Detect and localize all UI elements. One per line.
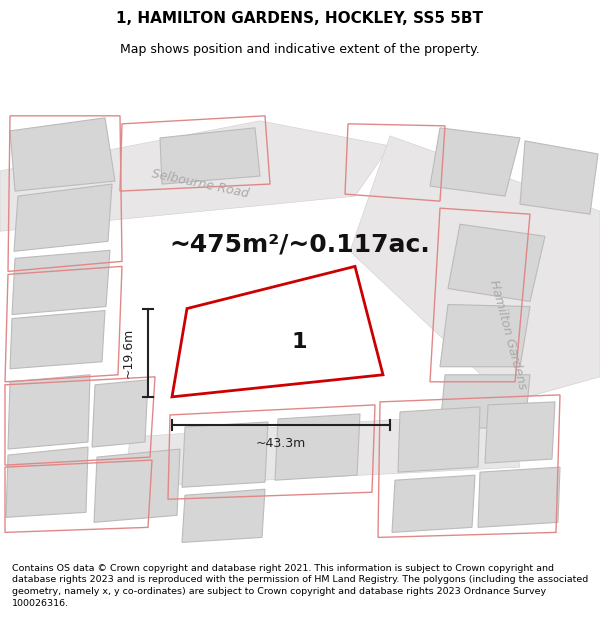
Polygon shape xyxy=(8,375,90,449)
Polygon shape xyxy=(440,304,530,367)
Polygon shape xyxy=(6,447,88,518)
Polygon shape xyxy=(182,489,265,542)
Polygon shape xyxy=(160,128,260,184)
Polygon shape xyxy=(10,311,105,369)
Text: Hamilton Gardens: Hamilton Gardens xyxy=(487,279,529,391)
Polygon shape xyxy=(172,266,383,397)
Text: 1, HAMILTON GARDENS, HOCKLEY, SS5 5BT: 1, HAMILTON GARDENS, HOCKLEY, SS5 5BT xyxy=(116,11,484,26)
Polygon shape xyxy=(0,121,390,231)
Polygon shape xyxy=(12,251,110,314)
Polygon shape xyxy=(520,141,598,214)
Polygon shape xyxy=(125,412,520,488)
Polygon shape xyxy=(94,449,180,522)
Text: ~19.6m: ~19.6m xyxy=(121,328,134,378)
Text: ~43.3m: ~43.3m xyxy=(256,436,306,449)
Text: Map shows position and indicative extent of the property.: Map shows position and indicative extent… xyxy=(120,42,480,56)
Polygon shape xyxy=(398,407,480,472)
Text: Contains OS data © Crown copyright and database right 2021. This information is : Contains OS data © Crown copyright and d… xyxy=(12,564,588,608)
Polygon shape xyxy=(350,136,600,402)
Polygon shape xyxy=(10,118,115,191)
Polygon shape xyxy=(92,380,148,447)
Polygon shape xyxy=(430,128,520,196)
Polygon shape xyxy=(485,402,555,463)
Text: 1: 1 xyxy=(292,332,307,352)
Polygon shape xyxy=(448,224,545,301)
Polygon shape xyxy=(182,422,268,488)
Polygon shape xyxy=(392,475,475,532)
Text: ~475m²/~0.117ac.: ~475m²/~0.117ac. xyxy=(170,232,430,256)
Polygon shape xyxy=(440,375,530,429)
Text: Selbourne Road: Selbourne Road xyxy=(150,168,250,201)
Polygon shape xyxy=(14,184,112,251)
Polygon shape xyxy=(275,414,360,480)
Polygon shape xyxy=(478,467,560,528)
